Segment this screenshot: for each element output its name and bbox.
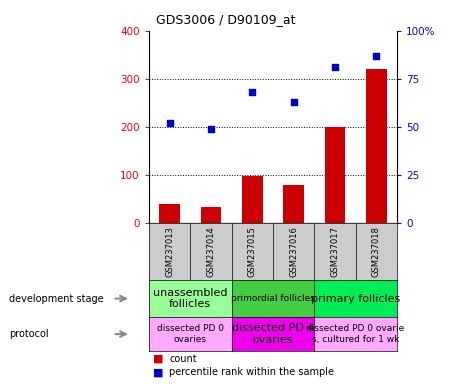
- Bar: [201, 207, 221, 223]
- Text: primordial follicles: primordial follicles: [231, 294, 315, 303]
- Bar: [242, 176, 262, 223]
- Text: GSM237015: GSM237015: [248, 226, 257, 277]
- Text: GSM237014: GSM237014: [207, 226, 215, 277]
- Text: dissected PD 0
ovaries: dissected PD 0 ovaries: [156, 324, 224, 344]
- Text: percentile rank within the sample: percentile rank within the sample: [169, 367, 334, 377]
- Bar: [283, 185, 304, 223]
- Text: GSM237013: GSM237013: [165, 226, 174, 277]
- Text: dissected PD 0 ovarie
s, cultured for 1 wk: dissected PD 0 ovarie s, cultured for 1 …: [306, 324, 405, 344]
- Point: [207, 126, 215, 132]
- Point: [166, 120, 173, 126]
- Text: GSM237016: GSM237016: [289, 226, 298, 277]
- Point: [249, 89, 256, 95]
- Text: unassembled
follicles: unassembled follicles: [153, 288, 227, 310]
- Point: [331, 64, 338, 70]
- Text: GSM237017: GSM237017: [331, 226, 339, 277]
- Text: dissected PD 4
ovaries: dissected PD 4 ovaries: [232, 323, 314, 345]
- Text: GSM237018: GSM237018: [372, 226, 381, 277]
- Bar: [159, 204, 180, 223]
- Text: ■: ■: [153, 367, 164, 377]
- Point: [373, 53, 380, 59]
- Bar: [325, 127, 345, 223]
- Text: protocol: protocol: [9, 329, 49, 339]
- Text: count: count: [169, 354, 197, 364]
- Bar: [366, 69, 387, 223]
- Point: [290, 99, 297, 105]
- Text: GDS3006 / D90109_at: GDS3006 / D90109_at: [156, 13, 295, 26]
- Text: primary follicles: primary follicles: [311, 293, 400, 304]
- Text: ■: ■: [153, 354, 164, 364]
- Text: development stage: development stage: [9, 293, 104, 304]
